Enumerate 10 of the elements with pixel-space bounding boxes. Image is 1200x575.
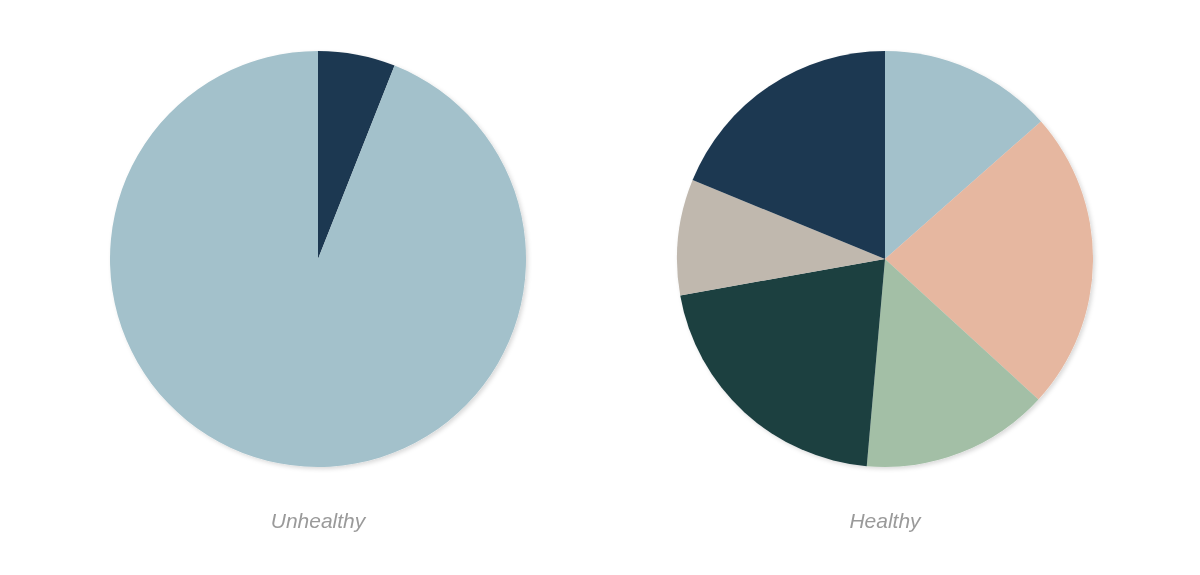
pie-slice [866, 259, 1039, 467]
pie-slice [677, 180, 885, 296]
text: Unhealthy [270, 509, 367, 532]
pie-slice [318, 51, 395, 259]
pie-slice [692, 51, 885, 259]
pie-slice [680, 259, 885, 467]
pie-slice [110, 51, 526, 467]
text: Healthy [849, 509, 923, 532]
pie-slice [885, 51, 1042, 259]
pie-slice [885, 121, 1093, 400]
